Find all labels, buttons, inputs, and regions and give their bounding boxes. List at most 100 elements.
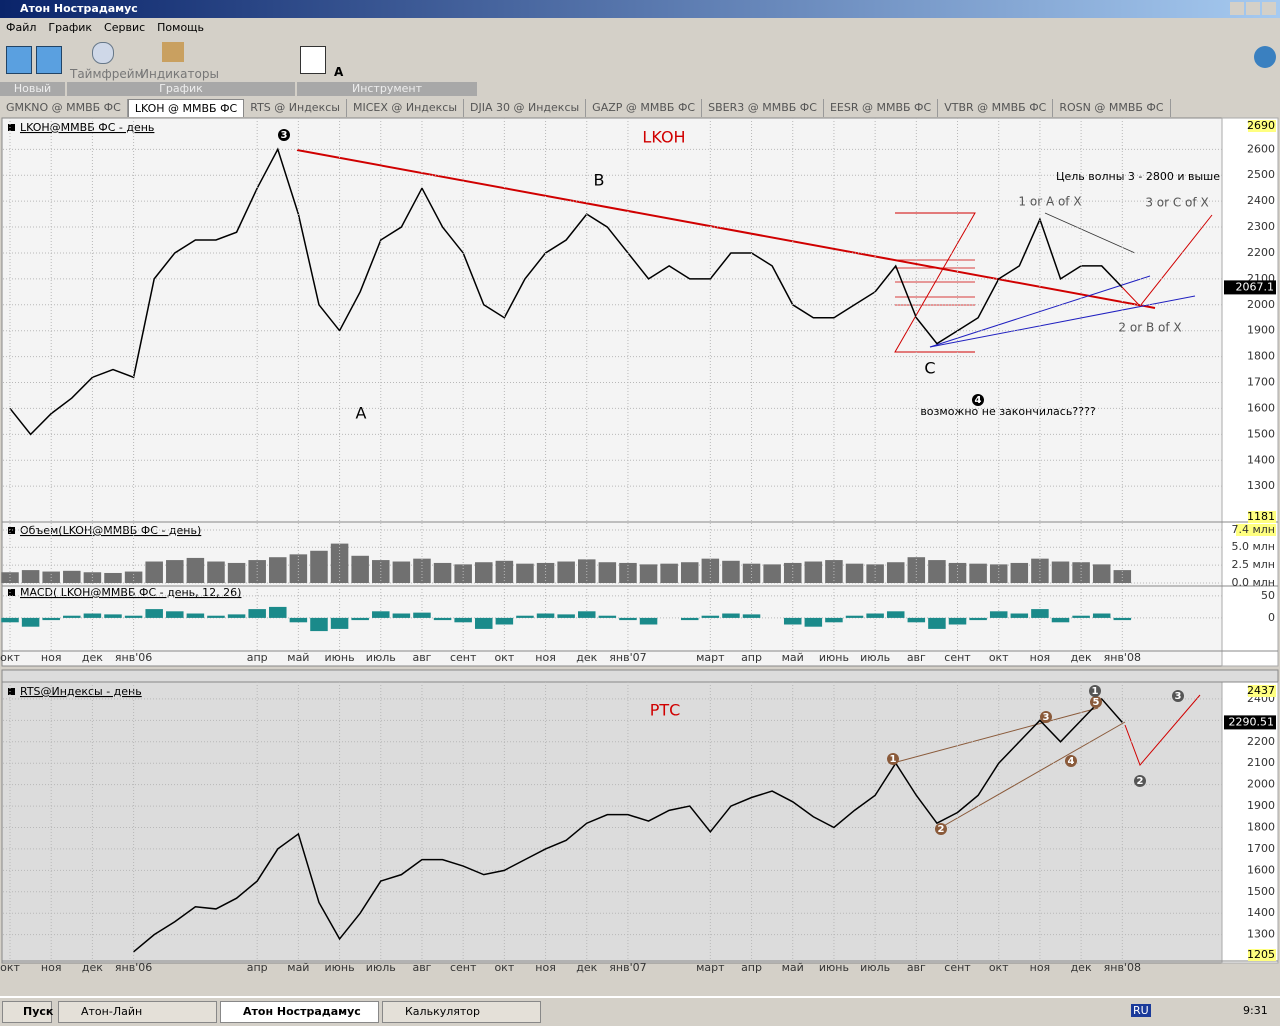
wave-marker bbox=[1172, 690, 1184, 702]
bar bbox=[969, 617, 987, 621]
start-button[interactable]: Пуск bbox=[2, 1001, 53, 1023]
bar bbox=[948, 617, 967, 625]
wave-marker bbox=[1090, 696, 1102, 708]
wave-number: 3 bbox=[1043, 712, 1050, 723]
wave-number: 2 bbox=[1137, 776, 1144, 787]
globe-icon[interactable] bbox=[1254, 46, 1276, 68]
window-buttons bbox=[1230, 2, 1276, 15]
task-button[interactable]: Атон-Лайн bbox=[58, 1001, 217, 1023]
bar bbox=[124, 615, 143, 618]
x-tick-label: дек bbox=[1071, 961, 1092, 974]
x-tick-label: янв'06 bbox=[115, 961, 152, 974]
bar bbox=[928, 560, 946, 583]
tab[interactable]: MICEX @ Индексы bbox=[347, 99, 465, 117]
axis-limit-label: 2690 bbox=[1247, 119, 1275, 132]
x-tick-label: дек bbox=[82, 961, 103, 974]
annotation: A bbox=[356, 404, 367, 423]
bar bbox=[742, 614, 761, 618]
task-button[interactable]: Атон Нострадамус bbox=[220, 1001, 379, 1023]
wave-number: 3 bbox=[1175, 691, 1182, 702]
x-tick-label: ноя bbox=[1030, 651, 1051, 664]
x-tick-label: май bbox=[782, 961, 804, 974]
tab[interactable]: ROSN @ ММВБ ФС bbox=[1053, 99, 1171, 117]
y-tick-label: 0.0 млн bbox=[1231, 576, 1275, 589]
bar bbox=[227, 614, 246, 618]
annotation: РТС bbox=[650, 701, 681, 720]
menu-item[interactable]: Сервис bbox=[104, 21, 146, 34]
projection bbox=[1124, 694, 1201, 766]
bar bbox=[104, 572, 122, 583]
indicators-label[interactable]: Индикаторы bbox=[140, 67, 219, 81]
bar bbox=[145, 561, 163, 583]
bar bbox=[907, 617, 926, 623]
new-chart-button[interactable] bbox=[6, 46, 32, 74]
menu-item[interactable]: График bbox=[48, 21, 93, 34]
maximize[interactable] bbox=[1246, 2, 1260, 15]
tab[interactable]: VTBR @ ММВБ ФС bbox=[938, 99, 1054, 117]
timeframe-label[interactable]: Таймфрейм bbox=[70, 67, 144, 81]
tab[interactable]: EESR @ ММВБ ФС bbox=[824, 99, 939, 117]
x-tick-label: июнь bbox=[819, 651, 849, 664]
bar bbox=[722, 613, 740, 618]
tab[interactable]: LKOH @ ММВБ ФС bbox=[127, 99, 245, 117]
bar bbox=[866, 564, 884, 583]
bar bbox=[104, 614, 122, 618]
tab[interactable]: GMKNO @ ММВБ ФС bbox=[0, 99, 128, 117]
x-tick-label: дек bbox=[1071, 651, 1092, 664]
close[interactable] bbox=[1262, 2, 1276, 15]
minimize[interactable] bbox=[1230, 2, 1244, 15]
y-tick-label: 2600 bbox=[1247, 142, 1275, 155]
bar bbox=[207, 561, 225, 583]
legend-swatch bbox=[8, 688, 15, 695]
indicators-icon[interactable] bbox=[162, 42, 184, 62]
y-tick-label: 5.0 млн bbox=[1231, 540, 1275, 553]
y-tick-label: 50 bbox=[1261, 589, 1275, 602]
bar bbox=[701, 558, 720, 583]
tab[interactable]: GAZP @ ММВБ ФС bbox=[586, 99, 703, 117]
new-chart-button[interactable] bbox=[36, 46, 62, 74]
x-tick-label: янв'07 bbox=[609, 651, 646, 664]
bar bbox=[598, 615, 617, 618]
text-tool[interactable]: A bbox=[334, 65, 344, 79]
bar bbox=[1010, 613, 1029, 618]
language[interactable]: RU bbox=[1131, 1004, 1151, 1017]
annotation: 3 or C of X bbox=[1145, 196, 1208, 210]
tab[interactable]: DJIA 30 @ Индексы bbox=[464, 99, 587, 117]
menu-bar: Файл График Сервис Помощь bbox=[0, 18, 1280, 38]
bar bbox=[577, 611, 596, 618]
bar bbox=[598, 562, 617, 583]
x-tick-label: июнь bbox=[325, 961, 355, 974]
bar bbox=[166, 611, 184, 618]
bar bbox=[145, 609, 163, 618]
x-tick-label: июль bbox=[366, 961, 396, 974]
task-button[interactable]: Калькулятор bbox=[382, 1001, 541, 1023]
y-tick-label: 1700 bbox=[1247, 842, 1275, 855]
tab[interactable]: SBER3 @ ММВБ ФС bbox=[702, 99, 824, 117]
bar bbox=[1072, 562, 1090, 583]
y-tick-label: 1900 bbox=[1247, 799, 1275, 812]
tab[interactable]: RTS @ Индексы bbox=[244, 99, 347, 117]
y-tick-label: 2400 bbox=[1247, 194, 1275, 207]
price-line bbox=[9, 147, 1123, 436]
x-tick-label: март bbox=[696, 651, 725, 664]
x-tick-label: ноя bbox=[41, 651, 62, 664]
bar bbox=[392, 561, 411, 583]
y-tick-label: 2200 bbox=[1247, 735, 1275, 748]
x-tick-label: июль bbox=[860, 961, 890, 974]
group-label: График bbox=[67, 82, 295, 96]
bar bbox=[989, 564, 1008, 583]
projection bbox=[1119, 214, 1213, 307]
timeframe-icon[interactable] bbox=[92, 42, 114, 64]
bar bbox=[83, 613, 102, 618]
y-tick-label: 2000 bbox=[1247, 778, 1275, 791]
cursor-tool[interactable] bbox=[300, 46, 326, 74]
wave-marker bbox=[972, 394, 984, 406]
bar bbox=[1051, 617, 1070, 623]
bar bbox=[413, 612, 431, 618]
toolbar: Таймфрейм Индикаторы A Новый График Инст… bbox=[0, 38, 1280, 98]
bar bbox=[516, 615, 534, 618]
x-tick-label: янв'08 bbox=[1104, 961, 1141, 974]
menu-item[interactable]: Файл bbox=[6, 21, 37, 34]
x-tick-label: дек bbox=[576, 651, 597, 664]
menu-item[interactable]: Помощь bbox=[157, 21, 205, 34]
